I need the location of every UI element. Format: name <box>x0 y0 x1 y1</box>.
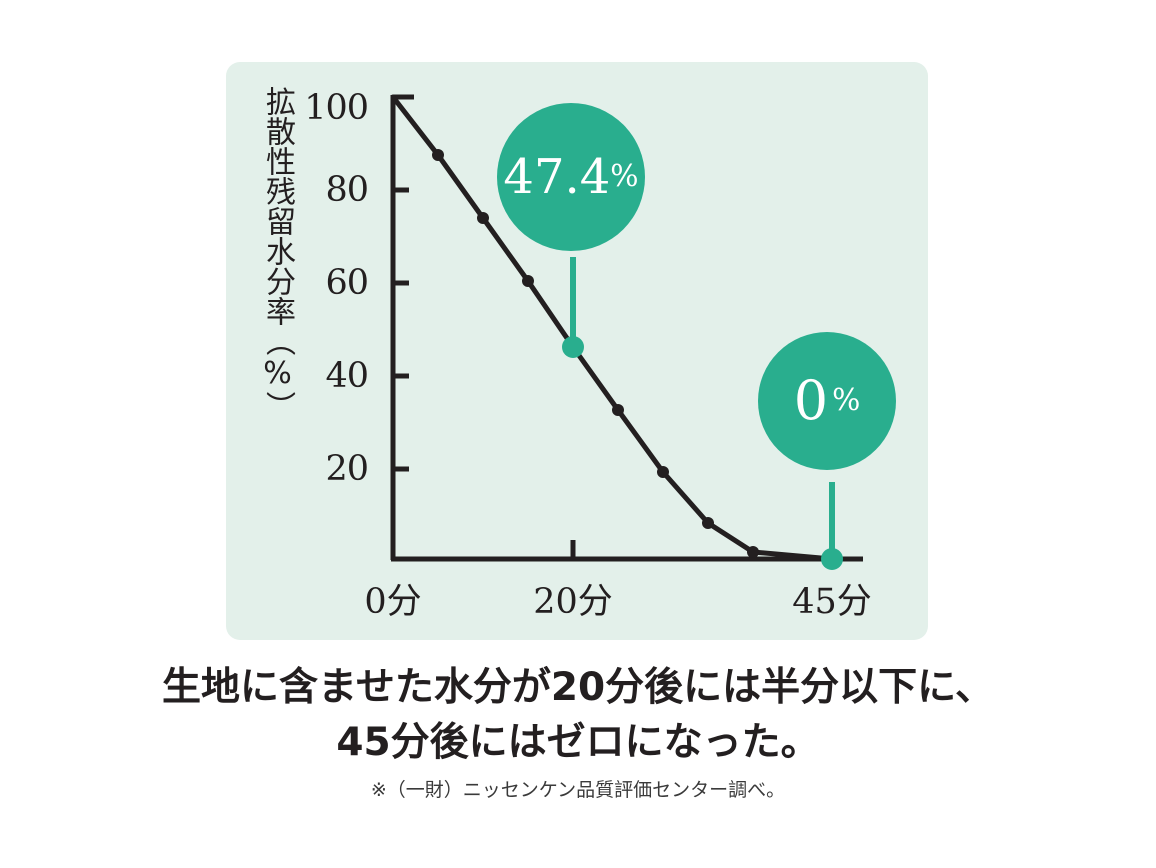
y-tick-label-60: 60 <box>325 263 369 303</box>
y-tick-label-80: 80 <box>325 170 369 210</box>
y-tick-label-100: 100 <box>304 88 369 128</box>
data-line <box>390 94 835 562</box>
callout-bubble-47-value: 47.4 <box>503 149 611 205</box>
x-tick-label-0min: 0分 <box>364 582 422 622</box>
chart-footnote: ※（一財）ニッセンケン品質評価センター調べ。 <box>370 779 786 801</box>
x-axis-ticks <box>390 540 576 559</box>
chart-caption-line-2: 45分後にはゼロになった。 <box>336 720 820 766</box>
callout-bubble-47: 47.4% <box>497 103 645 251</box>
callout-bubble-0: 0% <box>758 332 896 470</box>
x-tick-label-45min: 45分 <box>792 582 872 622</box>
y-tick-label-20: 20 <box>325 449 369 489</box>
y-axis-title: 拡散性残留水分率（%） <box>260 86 295 421</box>
chart-plot <box>390 94 863 570</box>
data-point-markers <box>432 149 759 558</box>
y-axis-ticks <box>393 94 414 472</box>
x-tick-label-20min: 20分 <box>533 582 613 622</box>
chart-caption-line-1: 生地に含ませた水分が20分後には半分以下に、 <box>162 665 994 710</box>
y-tick-label-40: 40 <box>325 356 369 396</box>
callout-bubble-47-unit: % <box>610 159 639 195</box>
callout-point-1 <box>562 336 584 358</box>
callout-point-2 <box>821 548 843 570</box>
chart-caption: 生地に含ませた水分が20分後には半分以下に、 45分後にはゼロになった。 <box>0 660 1156 771</box>
callout-bubble-0-unit: % <box>832 383 861 419</box>
callout-bubble-0-value: 0 <box>793 369 829 432</box>
